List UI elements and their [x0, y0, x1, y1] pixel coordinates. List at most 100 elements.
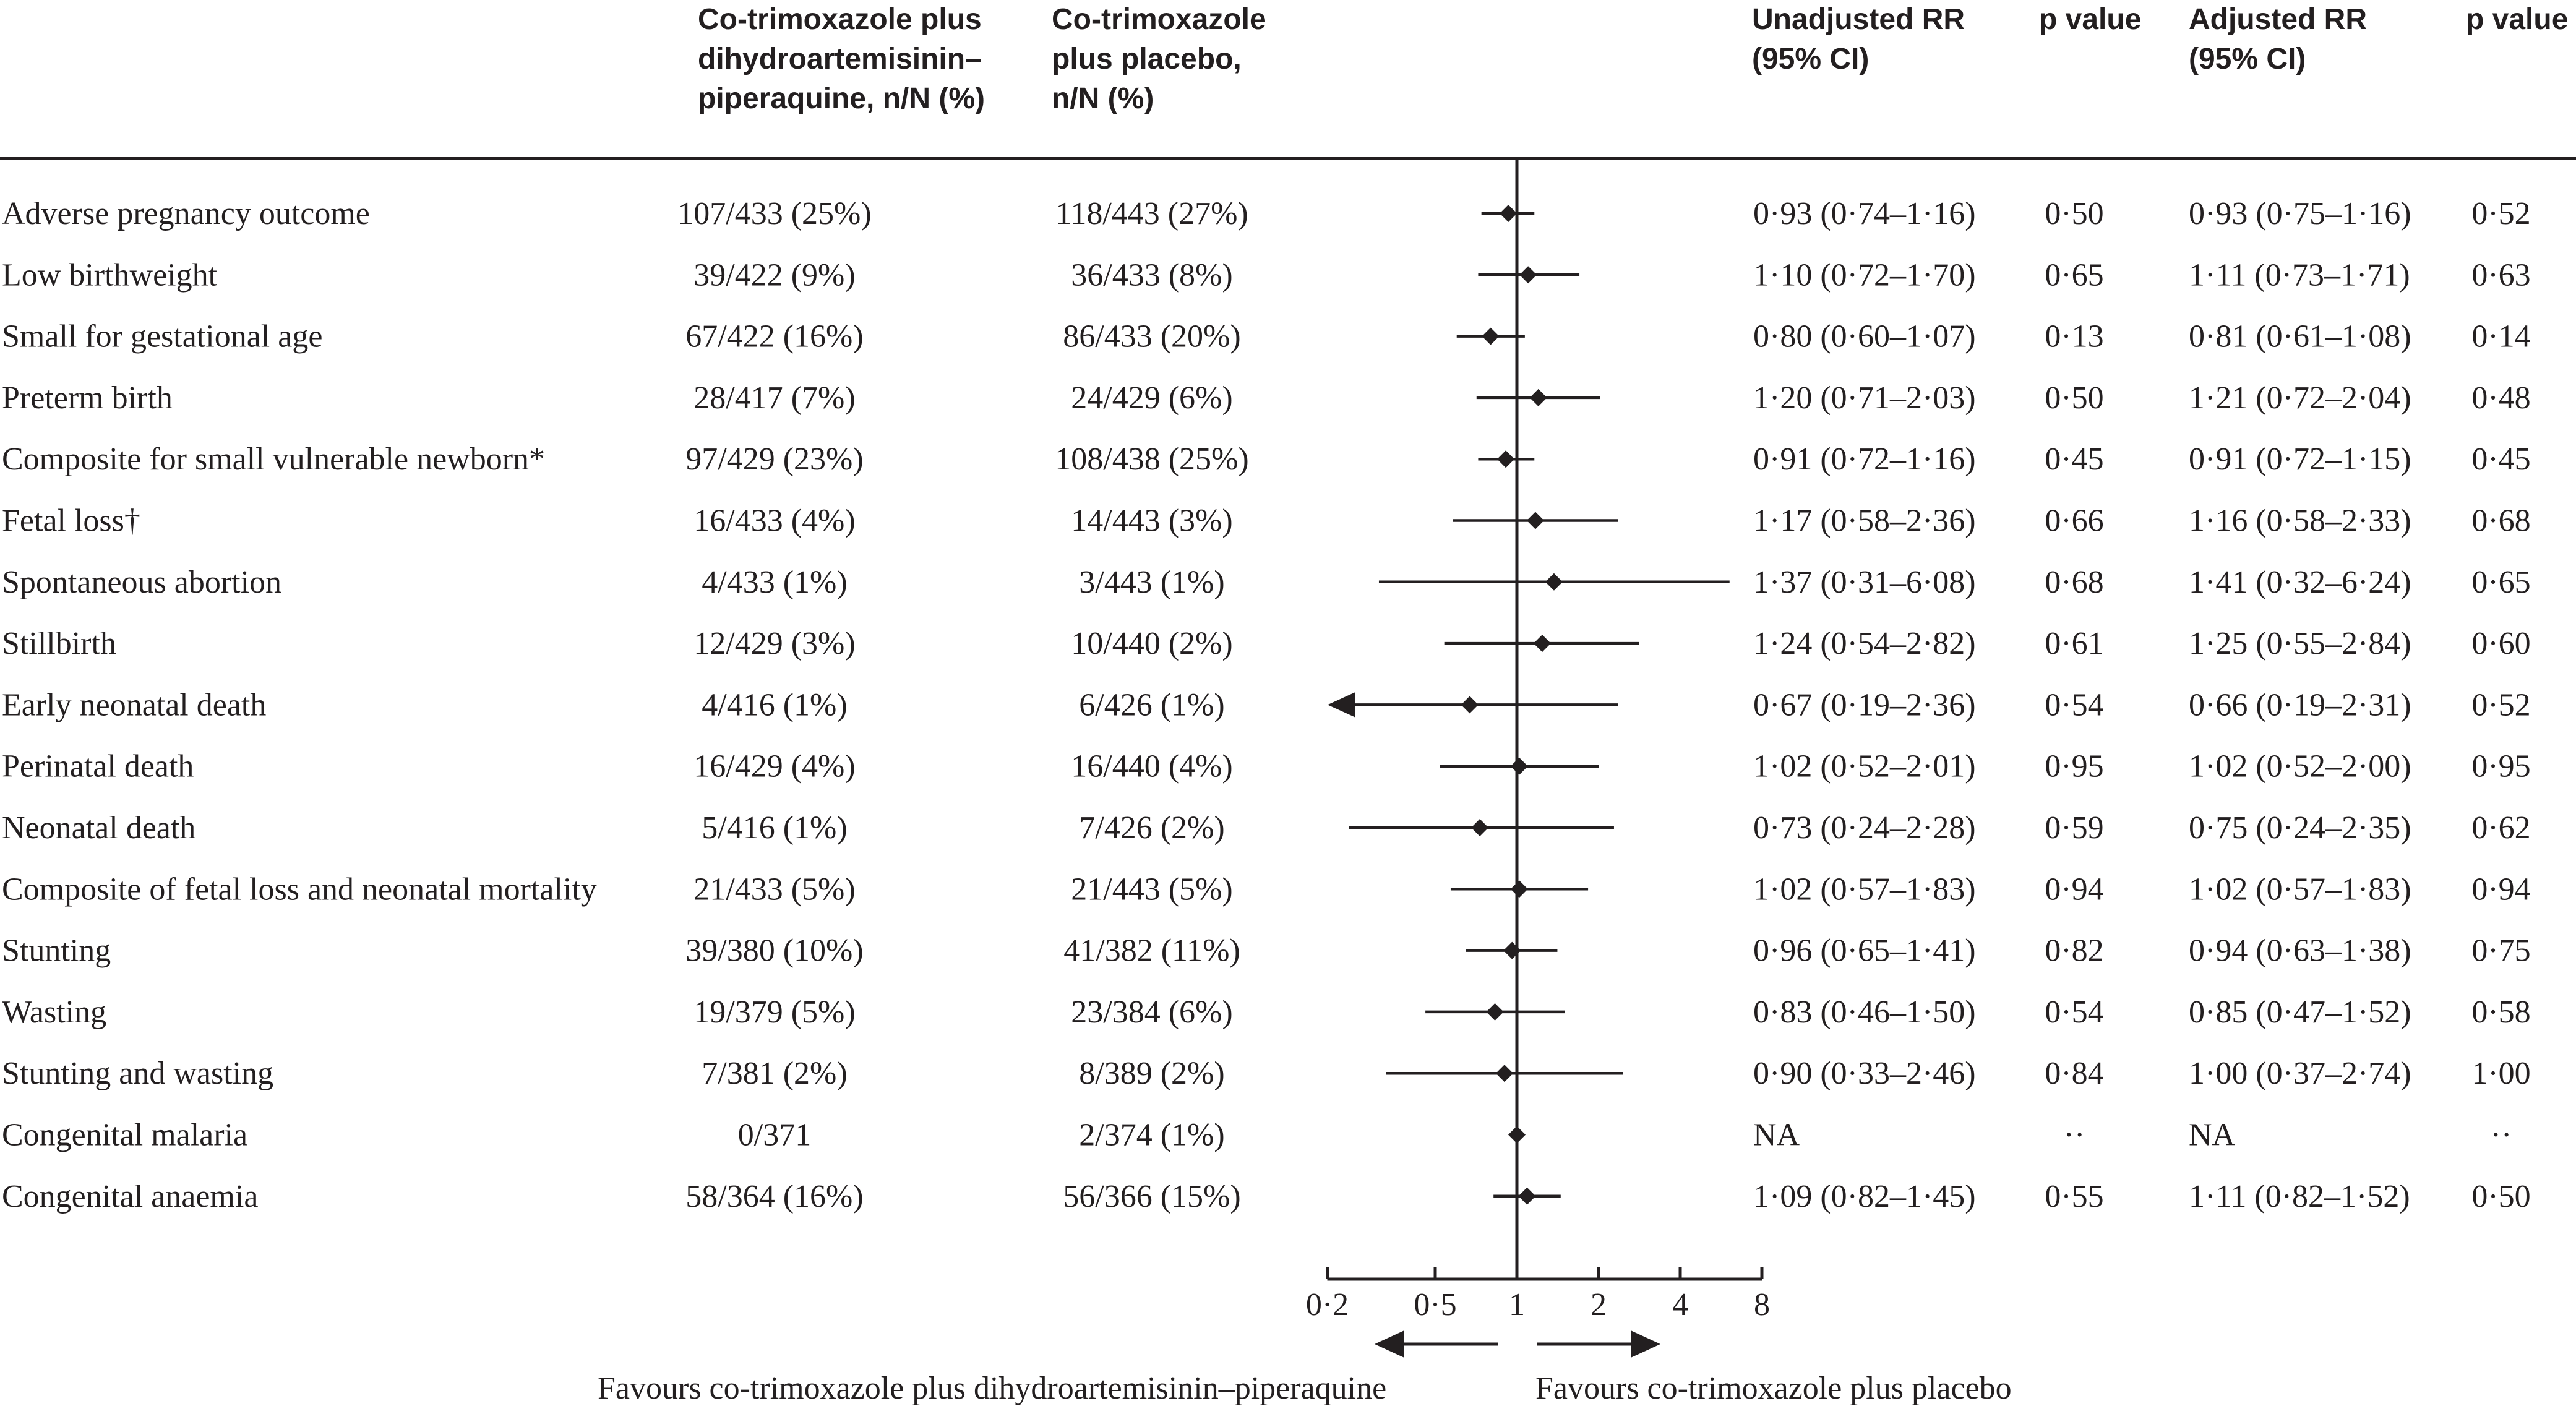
adjusted-p-value: 0·48: [2471, 380, 2530, 416]
unadjusted-p-value: 0·95: [2045, 749, 2103, 784]
point-estimate: [1519, 266, 1537, 284]
unadjusted-rr-value: 1·37 (0·31–6·08): [1753, 565, 1976, 600]
intervention-value: 16/433 (4%): [693, 503, 855, 539]
row-label: Perinatal death: [2, 749, 194, 784]
adjusted-rr-value: 1·25 (0·55–2·84): [2189, 626, 2411, 661]
unadjusted-p-value: 0·50: [2045, 380, 2103, 416]
placebo-value: 2/374 (1%): [1079, 1118, 1224, 1153]
header-placebo-line-2: plus placebo,: [1052, 43, 1242, 75]
intervention-value: 4/416 (1%): [702, 687, 847, 722]
row-label: Stunting: [2, 933, 111, 969]
adjusted-p-value: 0·60: [2471, 626, 2530, 661]
point-estimate: [1518, 1187, 1536, 1205]
unadjusted-rr-value: 1·24 (0·54–2·82): [1753, 626, 1976, 661]
unadjusted-p-value: 0·65: [2045, 257, 2103, 293]
adjusted-rr-value: 1·41 (0·32–6·24): [2189, 565, 2411, 600]
intervention-value: 5/416 (1%): [702, 810, 847, 846]
placebo-value: 108/438 (25%): [1055, 442, 1248, 477]
adjusted-rr-value: 0·85 (0·47–1·52): [2189, 995, 2411, 1030]
header-placebo-line-3: n/N (%): [1052, 82, 1154, 115]
unadjusted-p-value: 0·61: [2045, 626, 2103, 661]
unadjusted-rr-value: 0·93 (0·74–1·16): [1753, 196, 1976, 231]
unadjusted-p-value: 0·82: [2045, 933, 2103, 969]
point-estimate: [1500, 205, 1518, 222]
row-label: Spontaneous abortion: [2, 565, 281, 600]
x-tick-label: 4: [1672, 1287, 1688, 1322]
point-estimate: [1482, 327, 1500, 345]
header-unadjusted-rr-line-1: Unadjusted RR: [1752, 3, 1965, 36]
adjusted-p-value: 0·94: [2471, 872, 2530, 907]
adjusted-p-value: 0·50: [2471, 1179, 2530, 1214]
placebo-value: 3/443 (1%): [1079, 565, 1224, 600]
row-label: Fetal loss†: [2, 503, 140, 539]
row-label: Neonatal death: [2, 810, 195, 846]
point-estimate: [1471, 819, 1489, 836]
point-estimate: [1461, 696, 1479, 714]
unadjusted-p-value: 0·66: [2045, 503, 2103, 539]
adjusted-p-value: 0·75: [2471, 933, 2530, 969]
unadjusted-rr-value: 0·83 (0·46–1·50): [1753, 995, 1976, 1030]
placebo-value: 23/384 (6%): [1071, 995, 1232, 1030]
intervention-value: 97/429 (23%): [685, 442, 863, 477]
x-tick-label: 0·5: [1414, 1287, 1456, 1322]
intervention-value: 7/381 (2%): [702, 1056, 847, 1091]
placebo-value: 118/443 (27%): [1055, 196, 1248, 231]
adjusted-rr-value: 0·93 (0·75–1·16): [2189, 196, 2411, 231]
unadjusted-p-value: 0·45: [2045, 442, 2103, 477]
intervention-value: 58/364 (16%): [685, 1179, 863, 1214]
unadjusted-p-value: 0·54: [2045, 687, 2103, 722]
adjusted-rr-value: 0·91 (0·72–1·15): [2189, 442, 2411, 477]
placebo-value: 6/426 (1%): [1079, 687, 1224, 722]
unadjusted-rr-value: 0·90 (0·33–2·46): [1753, 1056, 1976, 1091]
placebo-value: 36/433 (8%): [1071, 257, 1232, 293]
x-tick-label: 8: [1754, 1287, 1770, 1322]
unadjusted-p-value: 0·94: [2045, 872, 2103, 907]
placebo-value: 10/440 (2%): [1071, 626, 1232, 661]
unadjusted-rr-value: 1·02 (0·52–2·01): [1753, 749, 1976, 784]
unadjusted-rr-value: NA: [1753, 1118, 1800, 1153]
unadjusted-rr-value: 0·80 (0·60–1·07): [1753, 319, 1976, 354]
adjusted-p-value: 0·62: [2471, 810, 2530, 846]
placebo-value: 41/382 (11%): [1063, 933, 1240, 969]
x-tick-label: 1: [1509, 1287, 1525, 1322]
favours-right-label: Favours co-trimoxazole plus placebo: [1535, 1371, 2012, 1406]
row-label: Adverse pregnancy outcome: [2, 196, 370, 231]
header-placebo-line-1: Co-trimoxazole: [1052, 3, 1266, 36]
point-estimate: [1533, 635, 1551, 653]
intervention-value: 107/433 (25%): [677, 196, 871, 231]
row-label: Wasting: [2, 995, 106, 1030]
placebo-value: 16/440 (4%): [1071, 749, 1232, 784]
point-estimate: [1503, 941, 1521, 959]
unadjusted-p-value: 0·84: [2045, 1056, 2103, 1091]
adjusted-rr-value: 1·16 (0·58–2·33): [2189, 503, 2411, 539]
row-label: Congenital malaria: [2, 1118, 247, 1153]
row-label: Composite of fetal loss and neonatal mor…: [2, 872, 597, 907]
adjusted-p-value: 0·68: [2471, 503, 2530, 539]
unadjusted-rr-value: 1·17 (0·58–2·36): [1753, 503, 1976, 539]
point-estimate: [1510, 880, 1528, 898]
unadjusted-rr-value: 0·91 (0·72–1·16): [1753, 442, 1976, 477]
point-estimate: [1508, 1126, 1526, 1144]
header-placebo: Co-trimoxazole plus placebo, n/N (%): [1052, 0, 1266, 119]
row-label: Stunting and wasting: [2, 1056, 273, 1091]
unadjusted-p-value: 0·68: [2045, 565, 2103, 600]
unadjusted-rr-value: 1·10 (0·72–1·70): [1753, 257, 1976, 293]
point-estimate: [1529, 388, 1547, 406]
adjusted-p-value: 0·58: [2471, 995, 2530, 1030]
intervention-value: 0/371: [738, 1118, 811, 1153]
adjusted-rr-value: 1·02 (0·57–1·83): [2189, 872, 2411, 907]
unadjusted-rr-value: 0·96 (0·65–1·41): [1753, 933, 1976, 969]
adjusted-rr-value: 1·11 (0·82–1·52): [2189, 1179, 2410, 1214]
favours-left-label: Favours co-trimoxazole plus dihydroartem…: [598, 1371, 1387, 1406]
point-estimate: [1486, 1003, 1504, 1021]
header-intervention: Co-trimoxazole plus dihydroartemisinin– …: [698, 0, 985, 119]
adjusted-p-value: 0·95: [2471, 749, 2530, 784]
favours-left-arrowhead: [1375, 1330, 1404, 1358]
intervention-value: 21/433 (5%): [693, 872, 855, 907]
header-adjusted-rr: Adjusted RR (95% CI): [2189, 0, 2367, 79]
placebo-value: 56/366 (15%): [1063, 1179, 1240, 1214]
adjusted-p-value: 0·63: [2471, 257, 2530, 293]
intervention-value: 39/380 (10%): [685, 933, 863, 969]
adjusted-p-value: 0·52: [2471, 196, 2530, 231]
x-tick-label: 0·2: [1306, 1287, 1349, 1322]
